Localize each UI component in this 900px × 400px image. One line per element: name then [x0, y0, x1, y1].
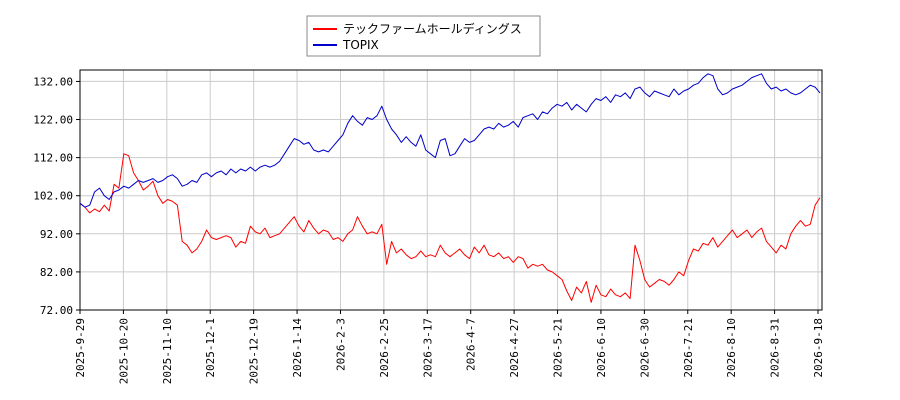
x-tick-label: 2026-7-21: [682, 318, 695, 378]
legend-label: テックファームホールディングス: [343, 21, 522, 36]
grid-lines: [79, 70, 822, 311]
y-tick-label: 112.00: [33, 152, 73, 165]
x-axis: 2025-9-29 2025-10-20 2025-11-10 2025-12-1 20…: [74, 310, 825, 384]
x-tick-label: 2025-10-20: [117, 318, 130, 384]
x-tick-label: 2026-4-27: [508, 318, 521, 378]
legend-label: TOPIX: [342, 38, 379, 52]
x-tick-label: 2025-12-1: [204, 318, 217, 378]
x-tick-label: 2026-1-14: [291, 318, 304, 378]
x-tick-label: 2026-2-3: [334, 318, 347, 371]
x-tick-label: 2026-2-25: [378, 318, 391, 378]
y-tick-label: 72.00: [40, 304, 73, 317]
y-tick-label: 82.00: [40, 266, 73, 279]
x-tick-label: 2025-11-10: [161, 318, 174, 384]
y-axis: 132.00 122.00 112.00 102.00 92.00 82.00 72.00: [33, 75, 80, 317]
series-line-topix: [79, 73, 821, 208]
x-tick-label: 2026-4-7: [465, 318, 478, 371]
legend-box: [306, 15, 541, 57]
y-tick-label: 122.00: [33, 114, 73, 127]
x-tick-label: 2025-9-29: [74, 318, 87, 378]
series-line-company: [79, 153, 821, 303]
legend: テックファームホールディングス TOPIX: [306, 15, 541, 57]
x-tick-label: 2026-3-17: [421, 318, 434, 378]
x-tick-label: 2026-6-30: [638, 318, 651, 378]
y-tick-label: 102.00: [33, 190, 73, 203]
y-tick-label: 92.00: [40, 228, 73, 241]
plot-area: [79, 69, 823, 311]
x-tick-label: 2026-8-10: [725, 318, 738, 378]
x-tick-label: 2026-6-10: [595, 318, 608, 378]
x-tick-label: 2025-12-19: [248, 318, 261, 384]
x-tick-label: 2026-8-31: [769, 318, 782, 378]
x-tick-label: 2026-5-21: [552, 318, 565, 378]
y-tick-label: 132.00: [33, 75, 73, 88]
x-tick-label: 2026-9-18: [812, 318, 825, 378]
series-layer: [79, 73, 821, 303]
